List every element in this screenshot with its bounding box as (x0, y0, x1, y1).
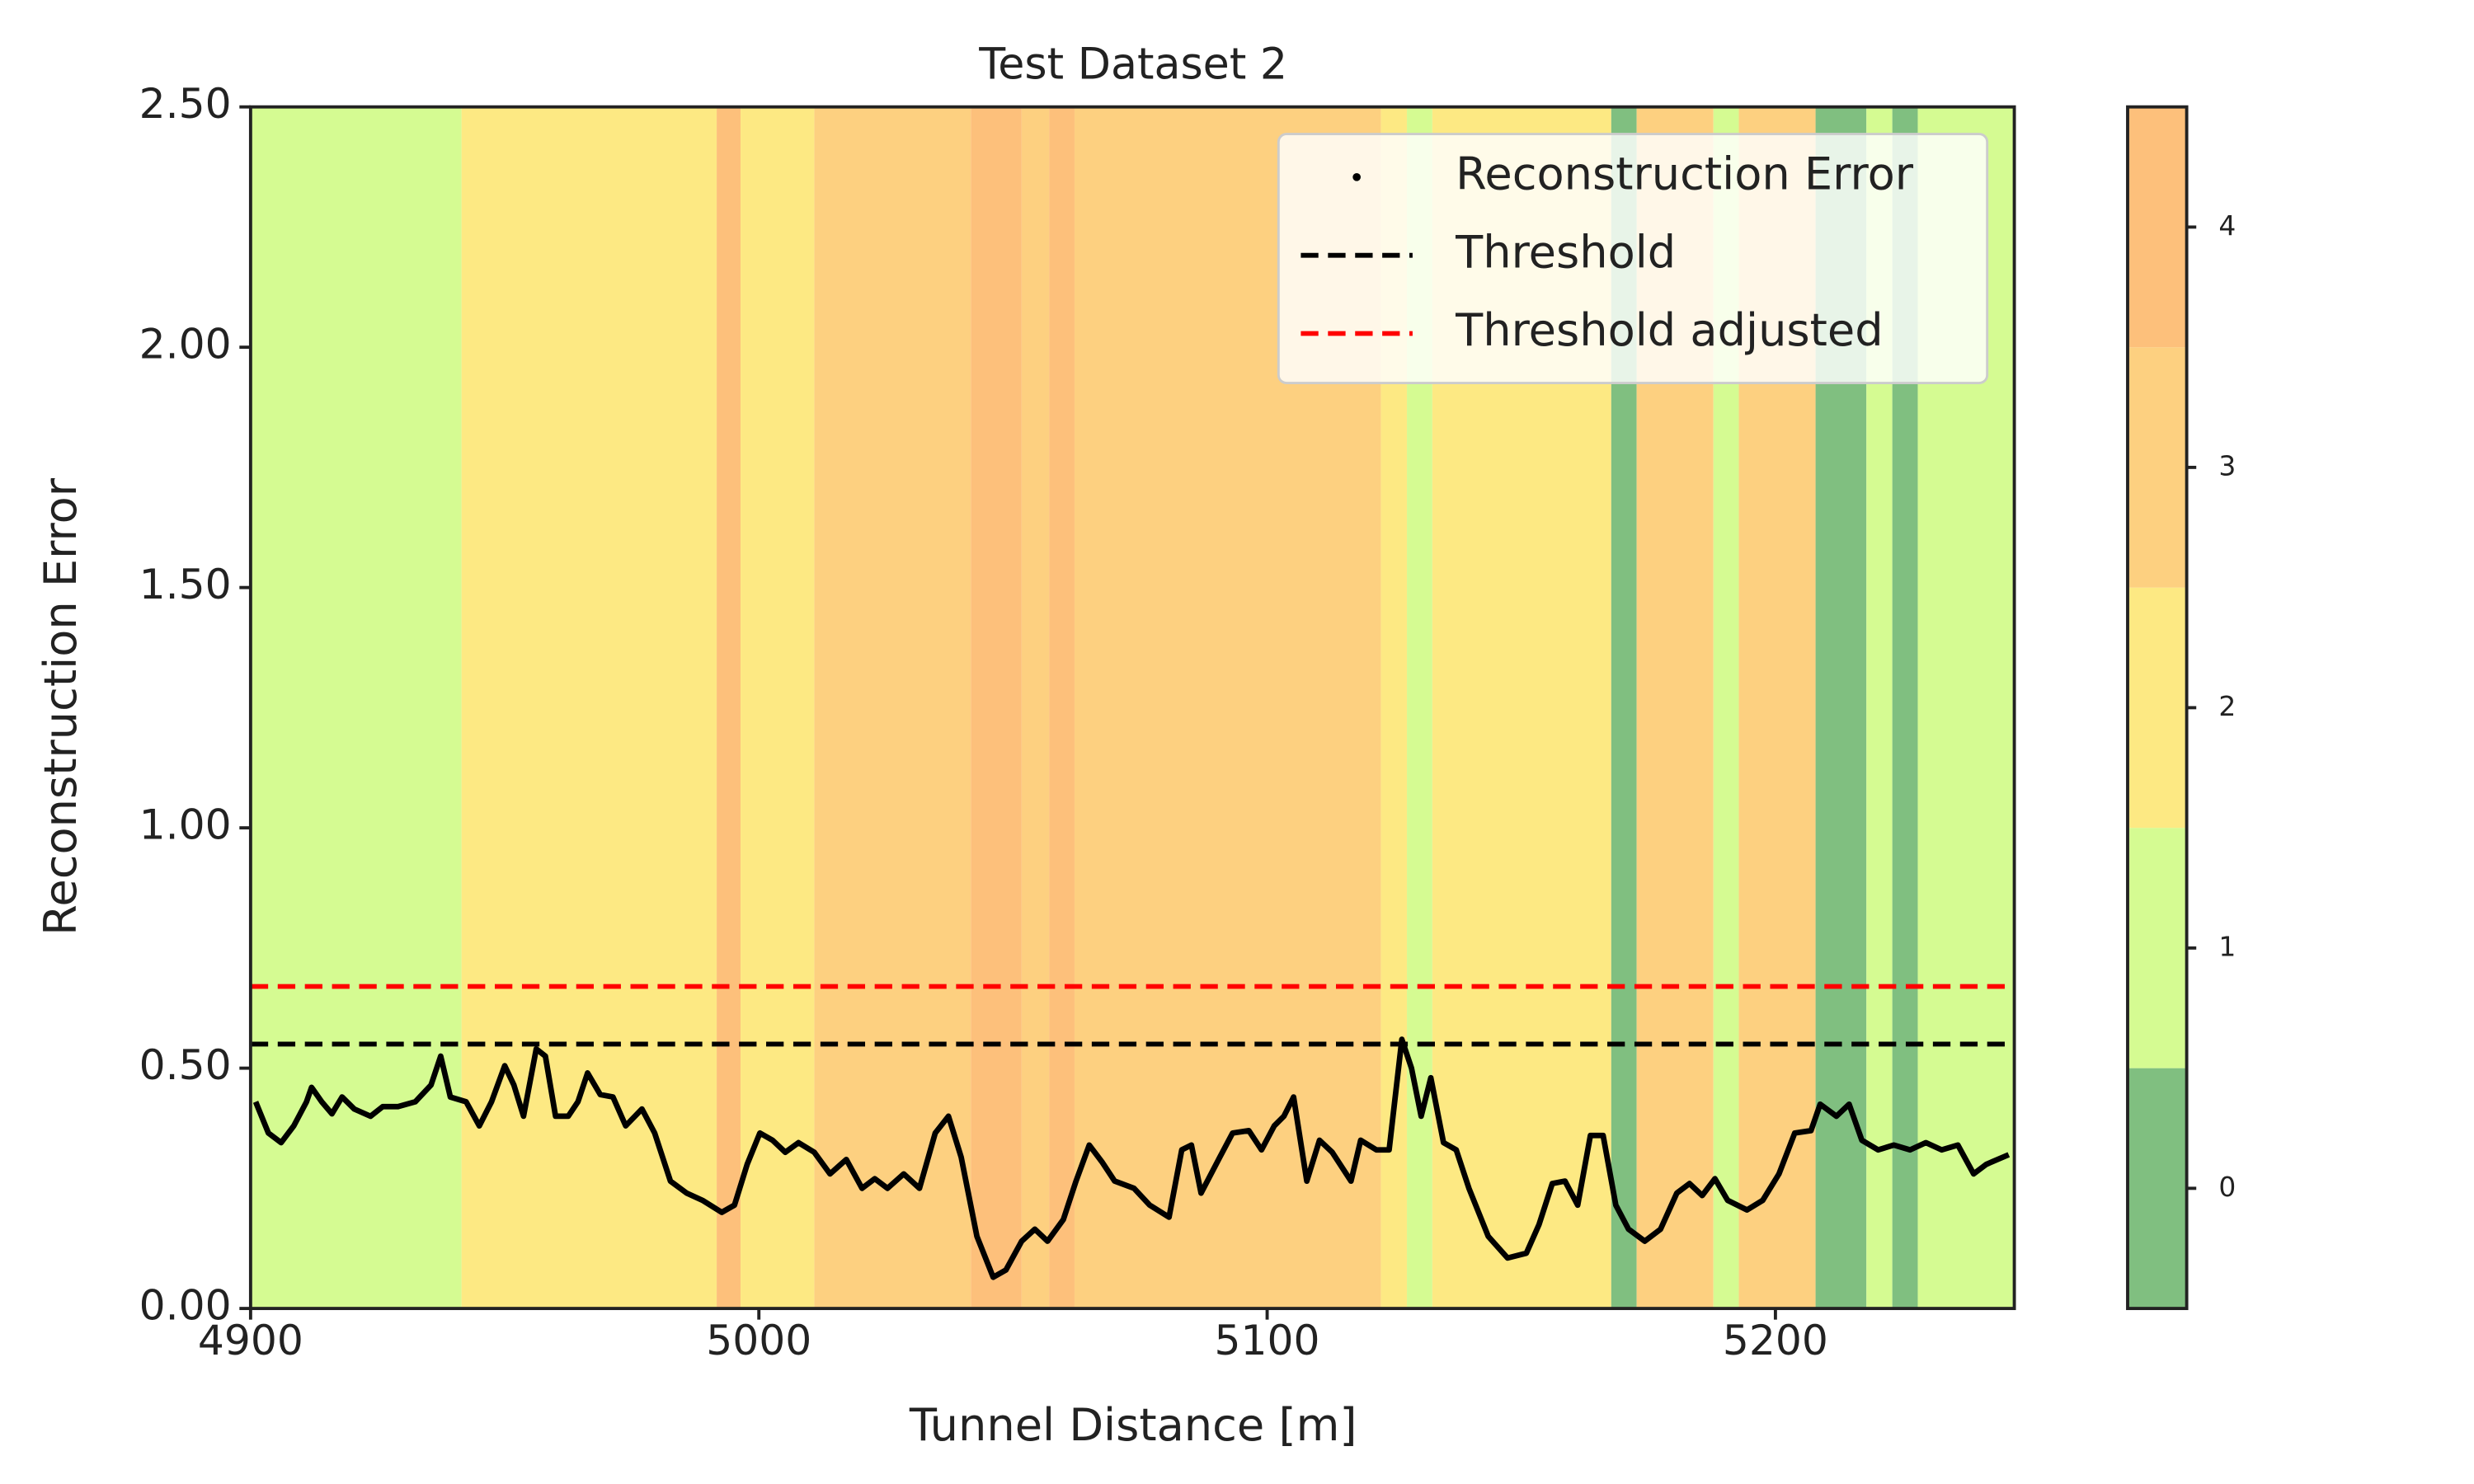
class-band (814, 106, 971, 1309)
y-tick-label: 2.50 (139, 79, 232, 128)
class-band (461, 106, 717, 1309)
colorbar-tick-label: 0 (2218, 1171, 2236, 1203)
x-axis-label: Tunnel Distance [m] (909, 1399, 1357, 1451)
colorbar-tick-label: 1 (2218, 930, 2236, 962)
class-band (250, 106, 462, 1309)
colorbar-tick-label: 3 (2218, 449, 2236, 481)
y-tick-label: 1.50 (139, 560, 232, 608)
class-band (717, 106, 741, 1309)
class-band (1049, 106, 1075, 1309)
y-tick-label: 0.50 (139, 1040, 232, 1089)
colorbar-segment (2128, 587, 2187, 829)
x-tick-label: 5000 (706, 1316, 811, 1364)
error-line (252, 1036, 2011, 1280)
class-band (741, 106, 815, 1309)
plot-frame (248, 105, 2016, 1311)
colorbar-segment (2128, 347, 2187, 588)
legend-label: Threshold (1455, 226, 1676, 278)
colorbar-tick-label: 4 (2218, 209, 2236, 242)
colorbar-segment (2128, 828, 2187, 1068)
colorbar-segment (2128, 1068, 2187, 1309)
y-tick-label: 0.00 (139, 1281, 232, 1330)
x-tick-label: 5100 (1215, 1316, 1320, 1364)
chart-title: Test Dataset 2 (978, 40, 1287, 89)
colorbar-segment (2128, 106, 2187, 348)
legend-label: Threshold adjusted (1455, 304, 1884, 356)
legend-label: Reconstruction Error (1456, 148, 1914, 200)
x-tick-label: 5200 (1723, 1316, 1828, 1364)
y-tick-label: 2.00 (139, 320, 232, 369)
y-tick-label: 1.00 (139, 801, 232, 849)
class-band (971, 106, 1022, 1309)
x-tick-label: 4900 (198, 1316, 303, 1364)
legend-box (1277, 133, 1989, 384)
legend-marker (1352, 173, 1361, 181)
legend: Reconstruction Error Threshold Threshold a… (1277, 133, 1989, 384)
colorbar-tick-label: 2 (2218, 690, 2236, 722)
y-axis-label: Reconstruction Error (35, 477, 87, 936)
class-band (1021, 106, 1050, 1309)
